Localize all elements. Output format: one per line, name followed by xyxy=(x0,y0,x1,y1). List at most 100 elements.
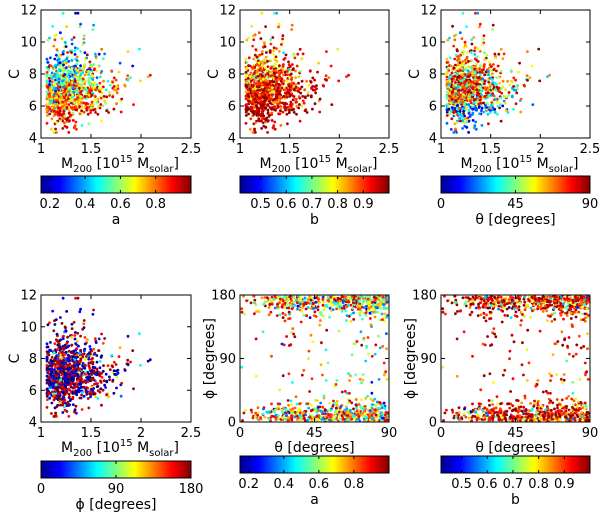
scatter-point xyxy=(261,121,265,125)
y-tick-label: 8 xyxy=(29,352,37,367)
scatter-point xyxy=(92,308,95,312)
scatter-point xyxy=(286,88,290,92)
scatter-point xyxy=(71,395,75,399)
scatter-point xyxy=(465,126,469,129)
scatter-point xyxy=(94,88,97,92)
scatter-point xyxy=(312,304,316,308)
scatter-point xyxy=(67,108,71,112)
scatter-point xyxy=(278,388,282,392)
scatter-point xyxy=(280,71,283,74)
scatter-point xyxy=(131,64,135,68)
scatter-point xyxy=(464,45,468,48)
scatter-point xyxy=(117,355,121,358)
scatter-point xyxy=(485,53,489,57)
scatter-point xyxy=(114,363,118,366)
scatter-point xyxy=(50,412,53,415)
scatter-point xyxy=(83,336,87,339)
scatter-point xyxy=(67,72,71,76)
scatter-point xyxy=(449,64,453,68)
scatter-point xyxy=(54,81,57,84)
scatter-point xyxy=(79,348,82,352)
scatter-point xyxy=(313,88,317,92)
x-tick-label: 1.5 xyxy=(279,142,300,157)
scatter-point xyxy=(477,86,481,90)
scatter-point xyxy=(300,85,304,89)
scatter-point xyxy=(53,342,57,345)
scatter-point xyxy=(64,61,68,65)
scatter-point xyxy=(249,301,253,305)
scatter-point xyxy=(108,368,112,371)
scatter-point xyxy=(453,34,456,38)
scatter-point xyxy=(85,70,88,74)
scatter-point xyxy=(89,106,93,110)
scatter-point xyxy=(87,354,90,358)
scatter-point xyxy=(270,111,274,115)
scatter-point xyxy=(48,36,51,40)
y-tick-label: 4 xyxy=(228,132,236,147)
scatter-point xyxy=(453,57,457,61)
scatter-point xyxy=(370,354,374,358)
scatter-point xyxy=(57,373,61,376)
scatter-point xyxy=(381,318,384,321)
scatter-point xyxy=(297,90,300,93)
scatter-point xyxy=(463,114,467,118)
scatter-point xyxy=(324,74,328,78)
scatter-point xyxy=(289,343,293,347)
y-axis-label: C xyxy=(7,353,23,363)
scatter-point xyxy=(303,95,307,99)
scatter-point xyxy=(252,110,255,113)
x-tick-label: 2.5 xyxy=(379,142,400,157)
scatter-point xyxy=(93,392,97,396)
scatter-point xyxy=(270,119,274,122)
scatter-point xyxy=(73,53,77,56)
scatter-point xyxy=(82,37,86,41)
scatter-point xyxy=(478,50,482,53)
scatter-point xyxy=(270,402,273,406)
scatter-point xyxy=(79,50,82,53)
scatter-point xyxy=(461,52,465,56)
scatter-point xyxy=(84,363,87,367)
scatter-point xyxy=(46,85,50,89)
scatter-point xyxy=(263,66,267,69)
scatter-point xyxy=(307,357,310,361)
scatter-point xyxy=(85,88,88,92)
scatter-point xyxy=(448,92,452,95)
scatter-point xyxy=(71,403,75,406)
scatter-point xyxy=(48,364,52,367)
scatter-point xyxy=(266,103,269,106)
scatter-point xyxy=(526,50,529,53)
scatter-point xyxy=(75,100,79,104)
scatter-point xyxy=(56,369,60,373)
scatter-point xyxy=(62,85,66,89)
scatter-point xyxy=(244,90,248,94)
scatter-point xyxy=(45,392,49,396)
scatter-point xyxy=(120,381,124,385)
scatter-point xyxy=(240,365,244,369)
scatter-point xyxy=(289,103,293,107)
scatter-point xyxy=(261,330,265,334)
scatter-point xyxy=(290,418,294,422)
scatter-point xyxy=(284,417,288,421)
scatter-point xyxy=(88,378,91,381)
scatter-point xyxy=(112,85,116,88)
scatter-point xyxy=(260,126,263,130)
scatter-point xyxy=(378,346,382,350)
scatter-point xyxy=(270,295,274,299)
scatter-point xyxy=(449,75,453,78)
scatter-point xyxy=(360,343,364,347)
scatter-point xyxy=(146,75,150,78)
scatter-point xyxy=(97,371,101,374)
scatter-point xyxy=(53,359,57,363)
scatter-point xyxy=(74,356,77,359)
scatter-point xyxy=(484,101,488,105)
scatter-point xyxy=(81,77,85,81)
scatter-point xyxy=(69,398,73,401)
scatter-point xyxy=(502,52,506,56)
scatter-point xyxy=(46,345,50,349)
scatter-point xyxy=(100,403,103,407)
scatter-point xyxy=(467,59,470,63)
scatter-point xyxy=(301,99,305,103)
scatter-point xyxy=(268,51,272,54)
scatter-point xyxy=(54,127,57,131)
scatter-point xyxy=(291,68,295,72)
